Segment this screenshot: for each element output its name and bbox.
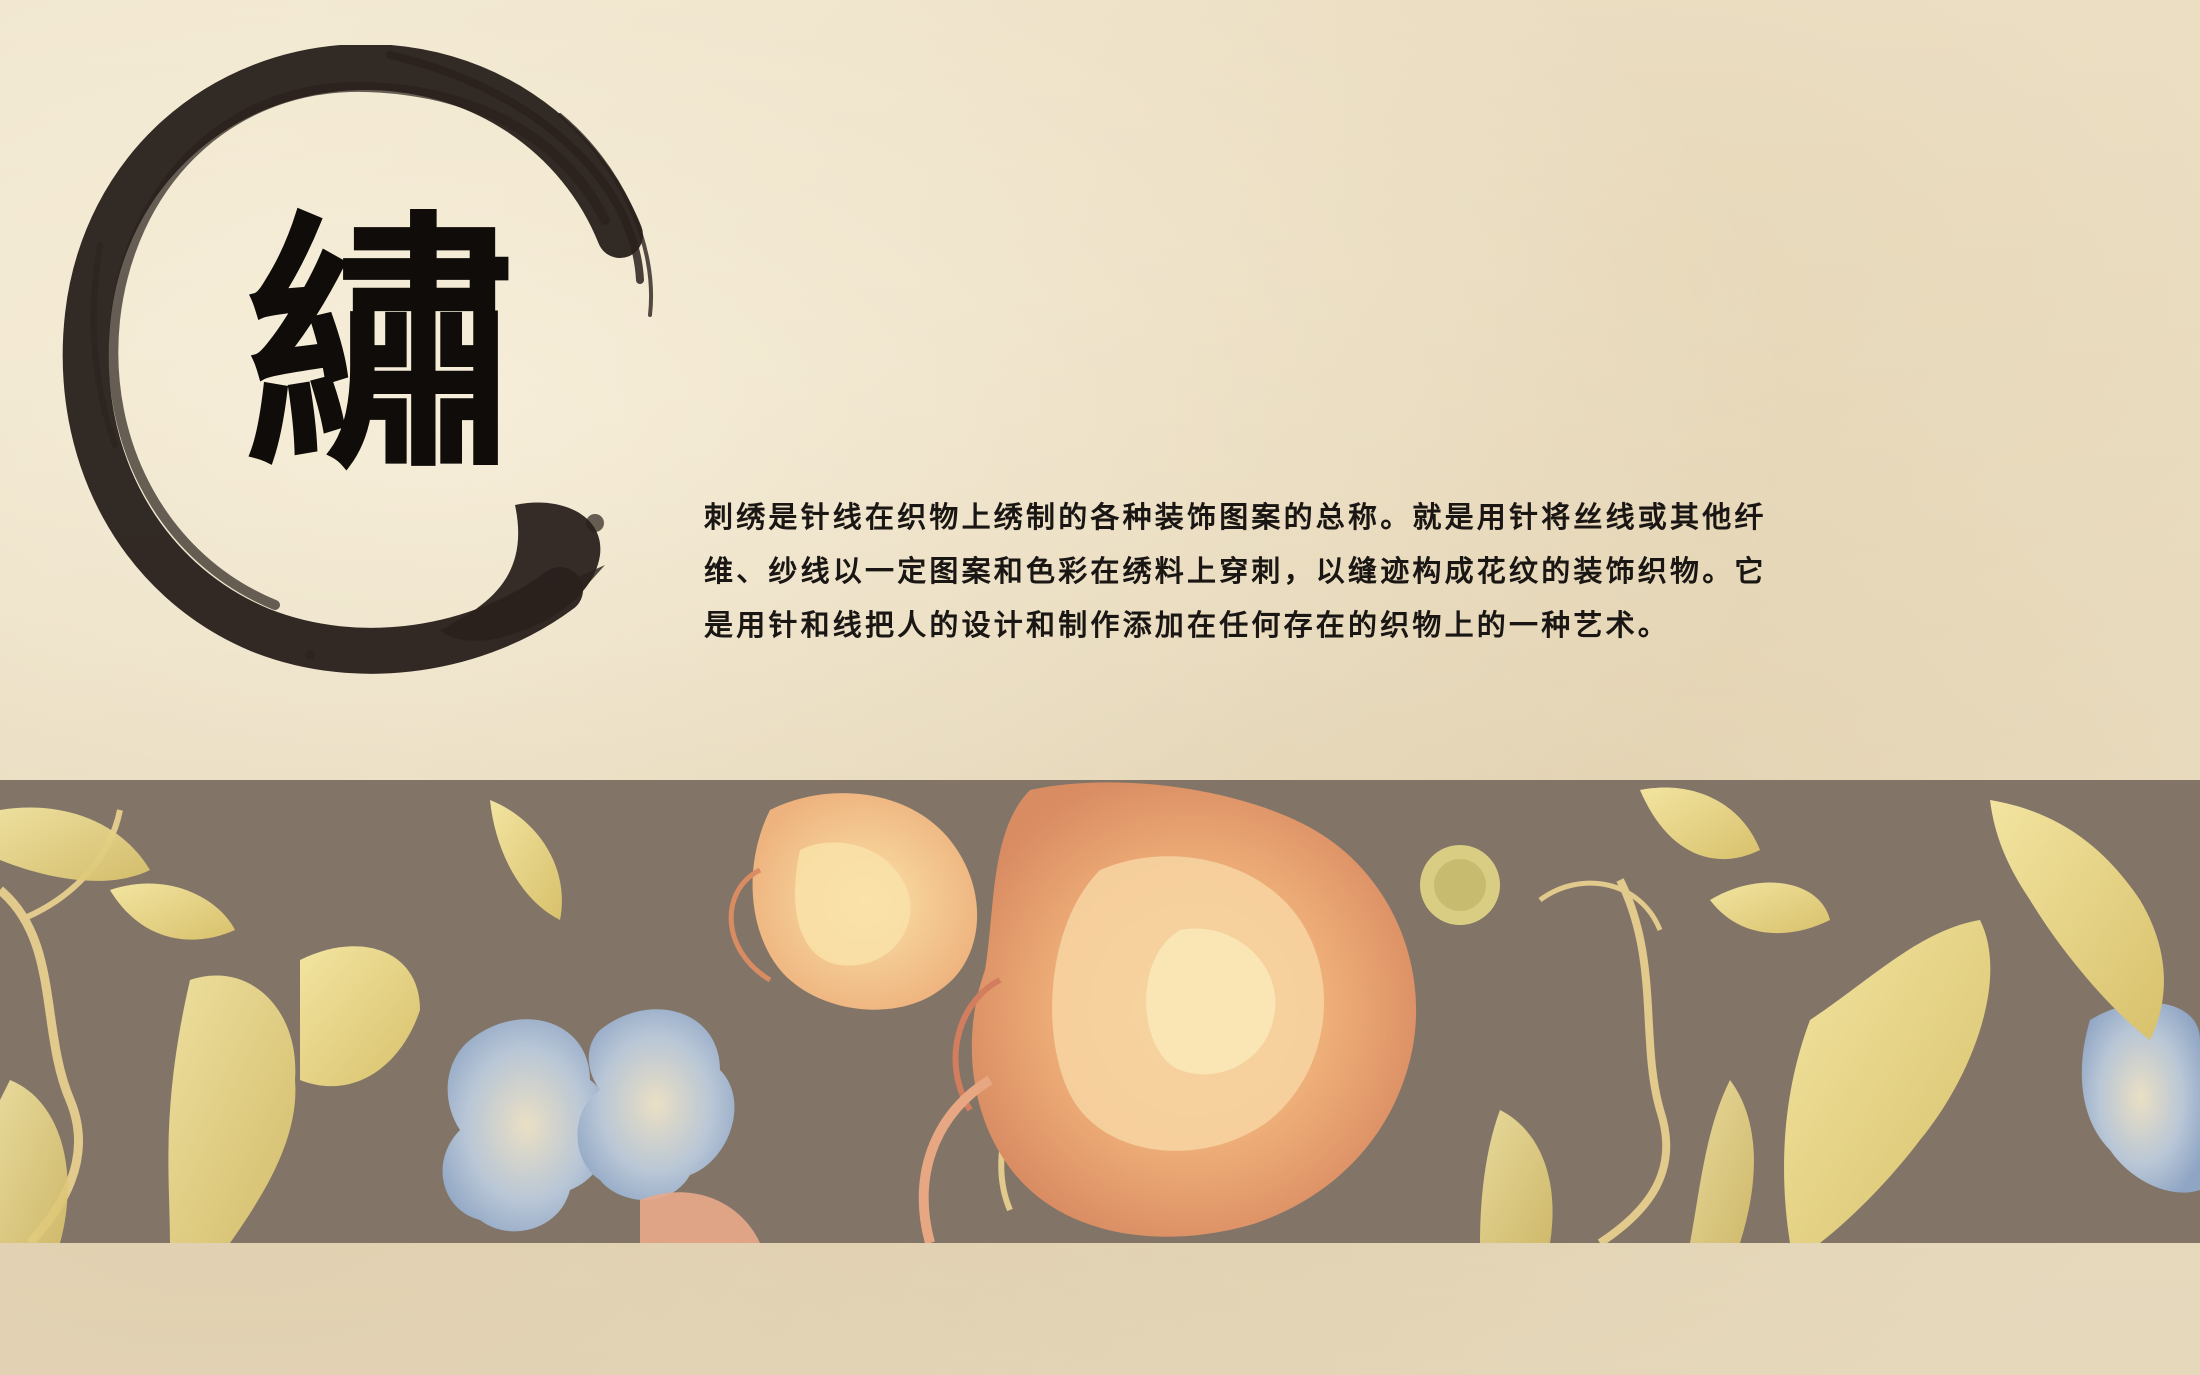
intro-paragraph: 刺绣是针线在织物上绣制的各种装饰图案的总称。就是用针将丝线或其他纤 维、纱线以一… (704, 500, 1767, 642)
title-character: 繡 (245, 186, 515, 504)
floral-embroidery-band (0, 780, 2200, 1243)
ink-brush-circle (62, 45, 653, 674)
